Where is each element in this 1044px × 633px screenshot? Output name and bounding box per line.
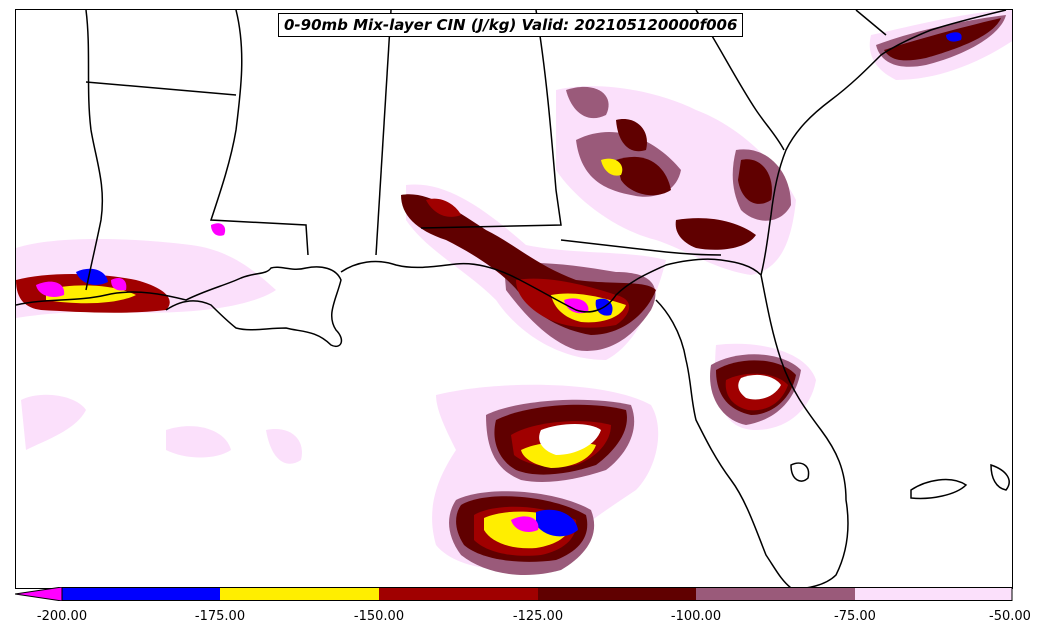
colorbar-tick-label: -175.00 [194,609,246,624]
colorbar-bin-yellow [220,587,379,601]
coastlines [16,10,1010,588]
colorbar-tick-label: -75.00 [834,609,876,624]
bahamas-outline [910,463,1010,500]
map-title: 0-90mb Mix-layer CIN (J/kg) Valid: 20210… [278,13,744,37]
colorbar-extend-triangle [15,587,63,601]
mississippi-river [209,10,309,256]
arkansas-border [85,81,237,96]
cin-field-magenta [36,223,589,532]
colorbar-tick-label: -125.00 [512,609,564,624]
colorbar-tick-label: -50.00 [989,609,1031,624]
mississippi-alabama-border [375,10,392,256]
cin-field-holes [539,374,781,455]
colorbar-bin-blue [62,587,220,601]
lake-okeechobee [790,462,810,482]
cin-field-blue [76,32,962,537]
georgia-florida-border [560,239,722,256]
colorbar-bin-darkred [538,587,696,601]
map-panel [15,9,1013,589]
gulf-coastline [16,258,849,588]
colorbar-bin-red [379,587,538,601]
texas-louisiana-border [85,10,104,291]
colorbar-tick-label: -200.00 [36,609,88,624]
colorbar-tick-label: -100.00 [670,609,722,624]
colorbar-frame [61,587,1013,601]
colorbar-tick-label: -150.00 [353,609,405,624]
colorbar [15,587,1013,601]
cin-map [16,10,1012,588]
colorbar-bin-pale [855,587,1012,601]
atlantic-coastline [760,10,1007,276]
colorbar-bin-mauve [696,587,855,601]
nc-sc-border [855,10,887,36]
